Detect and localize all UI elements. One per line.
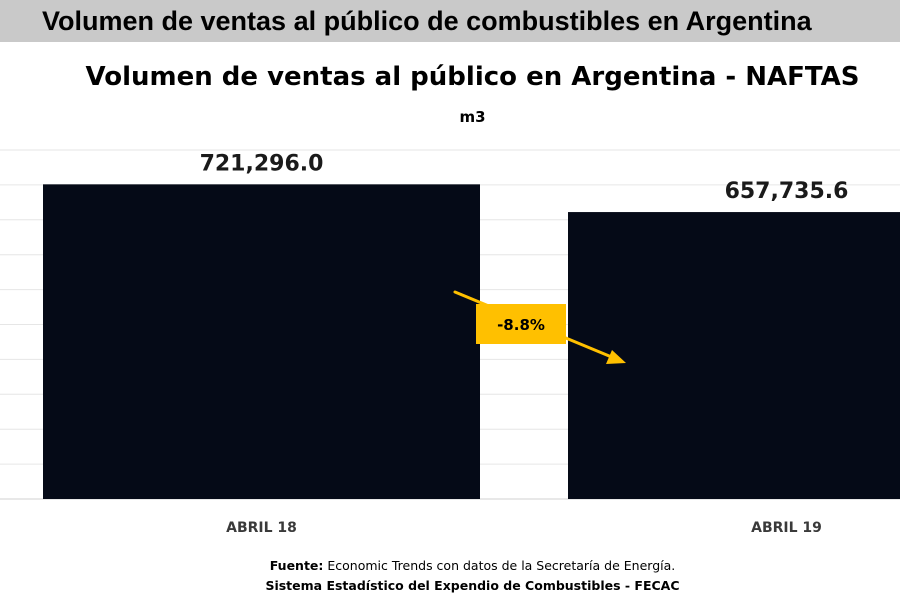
- change-annotation: -8.8%: [453, 290, 626, 364]
- category-labels: ABRIL 18 ABRIL 19: [226, 520, 822, 536]
- source-text: Economic Trends con datos de la Secretar…: [323, 558, 676, 573]
- chart-title: Volumen de ventas al público en Argentin…: [85, 62, 860, 92]
- bar: [568, 212, 900, 499]
- chart-subtitle: m3: [459, 108, 486, 126]
- source-label: Fuente:: [269, 558, 324, 573]
- trend-arrow-head: [606, 350, 626, 364]
- source-note: Fuente: Economic Trends con datos de la …: [0, 556, 900, 596]
- source-line2: Sistema Estadístico del Expendio de Comb…: [265, 578, 680, 593]
- data-labels: 721,296.0 657,735.6: [200, 151, 849, 204]
- category-label: ABRIL 19: [751, 520, 822, 536]
- banner-title: Volumen de ventas al público de combusti…: [42, 5, 812, 36]
- header-banner: Volumen de ventas al público de combusti…: [0, 0, 900, 42]
- change-badge: [476, 304, 566, 344]
- bar: [43, 184, 480, 499]
- data-label: 721,296.0: [200, 151, 324, 176]
- change-percent: -8.8%: [497, 316, 545, 334]
- bars: [43, 184, 900, 499]
- data-label: 657,735.6: [725, 179, 849, 204]
- category-label: ABRIL 18: [226, 520, 297, 536]
